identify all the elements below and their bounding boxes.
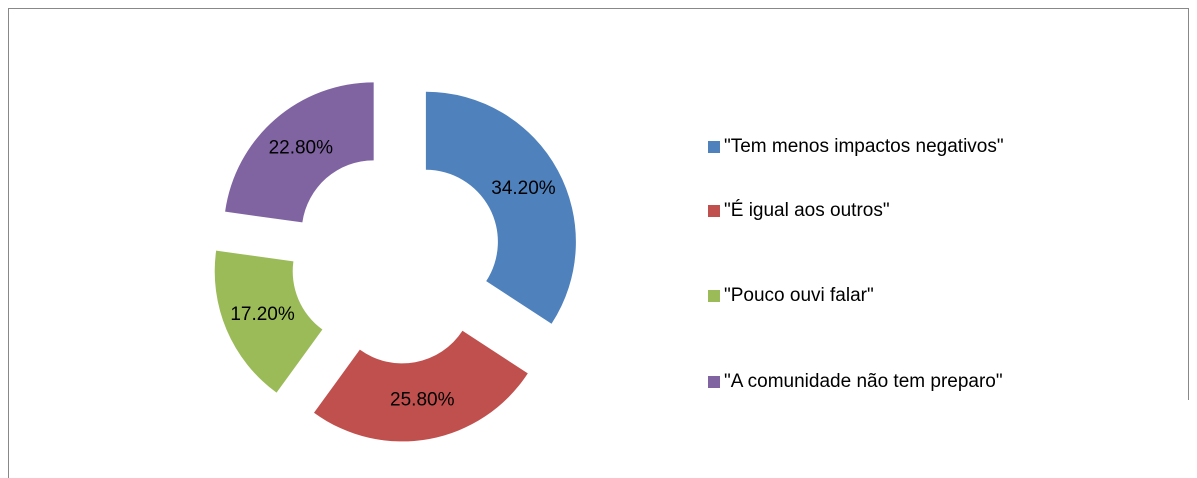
legend-label: "Tem menos impactos negativos" <box>724 136 1004 157</box>
legend-label: "A comunidade não tem preparo" <box>724 371 1003 392</box>
data-label: 25.80% <box>390 390 455 411</box>
legend-swatch <box>708 141 720 153</box>
legend-swatch <box>708 376 720 388</box>
data-label: 34.20% <box>491 178 556 199</box>
chart-border <box>8 8 1189 478</box>
donut-segment <box>313 330 528 442</box>
donut-segment <box>225 82 374 223</box>
donut-segment <box>214 250 323 393</box>
legend-label: "É igual aos outros" <box>724 200 890 221</box>
legend-swatch <box>708 290 720 302</box>
data-label: 17.20% <box>230 304 295 325</box>
data-label: 22.80% <box>269 138 334 159</box>
donut-segment <box>425 91 576 324</box>
legend-label: "Pouco ouvi falar" <box>724 285 874 306</box>
legend-swatch <box>708 205 720 217</box>
